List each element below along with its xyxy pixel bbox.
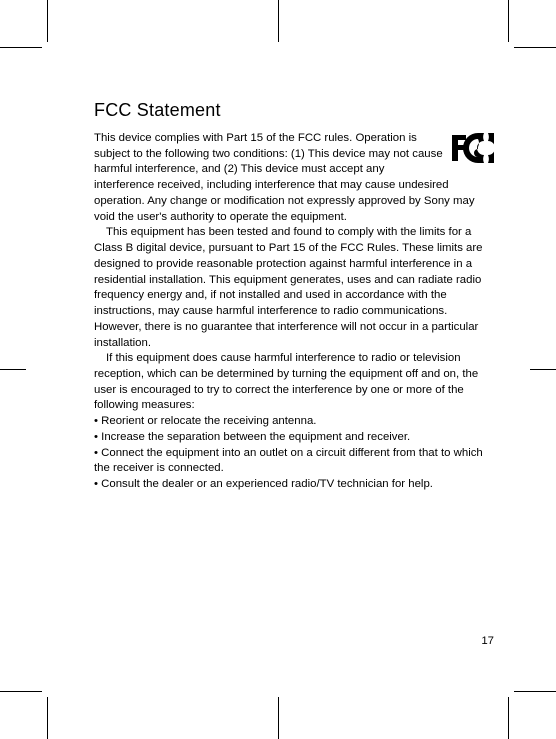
page-content: FCC Statement This device complies with … [94,100,494,647]
bullet-item: • Increase the separation between the eq… [94,430,494,446]
crop-mark [47,697,48,739]
crop-mark [47,0,48,42]
crop-mark [530,369,556,370]
body-text: This device complies with Part 15 of the… [94,131,494,493]
bullet-item: • Connect the equipment into an outlet o… [94,446,494,477]
crop-mark [514,691,556,692]
paragraph: If this equipment does cause harmful int… [94,351,494,414]
crop-mark [508,0,509,42]
page-title: FCC Statement [94,100,494,121]
crop-mark [508,697,509,739]
fcc-logo-icon [452,133,494,169]
crop-mark [514,47,556,48]
crop-mark [0,47,42,48]
crop-mark [0,369,26,370]
paragraph: This equipment has been tested and found… [94,225,494,351]
crop-mark [278,697,279,739]
bullet-item: • Reorient or relocate the receiving ant… [94,414,494,430]
bullet-item: • Consult the dealer or an experienced r… [94,477,494,493]
paragraph: This device complies with Part 15 of the… [94,131,494,225]
crop-mark [278,0,279,42]
page-number: 17 [481,635,494,647]
crop-mark [0,691,42,692]
